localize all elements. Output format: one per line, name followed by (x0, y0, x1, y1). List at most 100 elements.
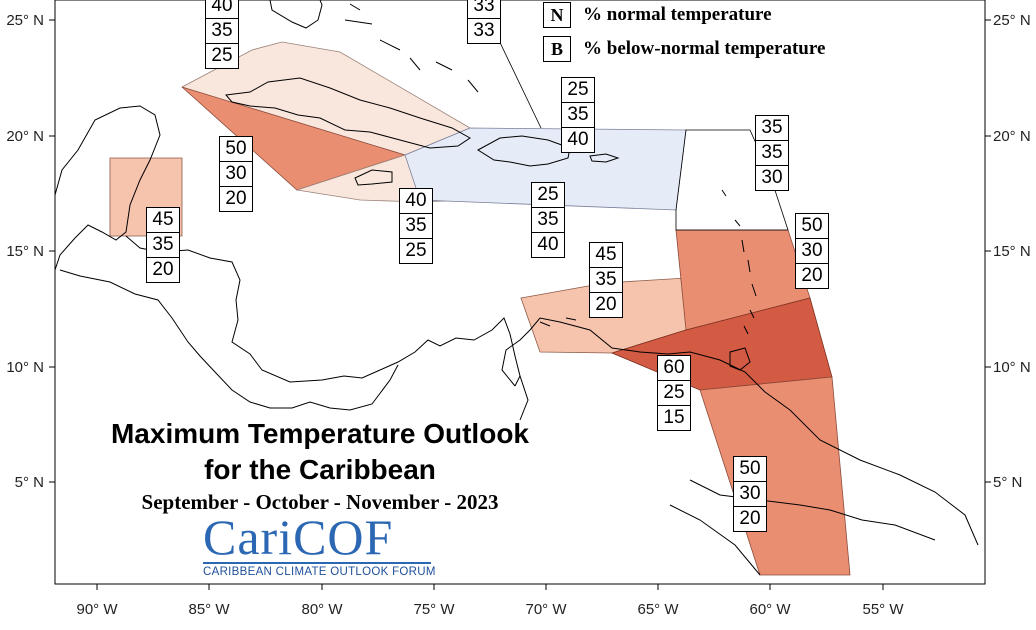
caricof-tagline: CARIBBEAN CLIMATE OUTLOOK FORUM (203, 566, 436, 578)
trinidad (729, 347, 751, 371)
lesser-antilles (721, 189, 757, 335)
lon-label: 85° W (188, 601, 230, 618)
prob-value: 35 (147, 233, 179, 258)
legend-key-normal: N (543, 2, 571, 28)
prob-value: 25 (658, 381, 690, 406)
map-subtitle: September - October - November - 2023 (141, 490, 499, 514)
logo-underline (203, 562, 431, 564)
prob-value: 30 (220, 162, 252, 187)
lat-label: 20° N (993, 128, 1031, 145)
central-america-east (125, 235, 521, 387)
legend-row-normal: N % normal temperature (543, 2, 772, 28)
lat-label: 25° N (993, 12, 1031, 29)
prob-box-trinidad-barbados: 60 25 15 (657, 355, 691, 431)
lon-label: 80° W (301, 601, 343, 618)
lat-label: 15° N (993, 243, 1031, 260)
central-america-coast (59, 269, 399, 411)
prob-value: 35 (532, 208, 564, 233)
prob-value: 20 (595, 294, 617, 315)
prob-value: 33 (468, 0, 500, 19)
prob-value: 20 (152, 259, 174, 280)
prob-box-bahamas-north: 33 33 (467, 0, 501, 44)
colombia-interior (669, 504, 761, 576)
prob-value: 50 (734, 457, 766, 482)
venezuela-coast (501, 317, 979, 546)
prob-box-cuba: 50 30 20 (219, 136, 253, 212)
south-america-interior (519, 375, 529, 421)
legend-row-below: B % below-normal temperature (543, 36, 825, 62)
prob-value: 33 (473, 20, 495, 41)
lat-label: 10° N (993, 359, 1031, 376)
lon-label: 65° W (637, 601, 679, 618)
prob-value: 35 (590, 268, 622, 293)
prob-value: 30 (761, 167, 783, 188)
prob-value: 25 (211, 45, 233, 66)
caricof-logo: CariCOF (203, 509, 394, 565)
lon-label: 60° W (749, 601, 791, 618)
florida-coast (269, 0, 323, 29)
map-title-line2: for the Caribbean (204, 454, 436, 485)
prob-value: 50 (220, 137, 252, 162)
prob-value: 40 (206, 0, 238, 19)
prob-box-jamaica: 40 35 25 (399, 188, 433, 264)
prob-value: 40 (567, 129, 589, 150)
prob-value: 45 (147, 208, 179, 233)
prob-box-florida-strait: 40 35 25 (205, 0, 239, 69)
prob-value: 20 (739, 508, 761, 529)
lat-label: 5° N (993, 474, 1022, 491)
prob-value: 35 (562, 103, 594, 128)
prob-value: 50 (796, 214, 828, 239)
prob-box-belize: 45 35 20 (146, 207, 180, 283)
lat-label: 25° N (6, 12, 44, 29)
prob-value: 30 (796, 239, 828, 264)
prob-value: 35 (756, 141, 788, 166)
region-guianas (699, 376, 851, 576)
lon-label: 70° W (525, 601, 567, 618)
prob-value: 45 (590, 243, 622, 268)
latitude-labels-left: 25° N 20° N 15° N 10° N 5° N (6, 12, 44, 491)
prob-value: 35 (400, 214, 432, 239)
prob-value: 40 (537, 234, 559, 255)
legend-key-below: B (543, 36, 571, 62)
prob-box-leeward-windward: 50 30 20 (795, 213, 829, 289)
yucatan-coast (54, 105, 161, 271)
lat-label: 15° N (6, 243, 44, 260)
prob-box-guianas: 50 30 20 (733, 456, 767, 532)
lat-label: 5° N (15, 474, 44, 491)
prob-value: 25 (405, 240, 427, 261)
lon-label: 55° W (862, 601, 904, 618)
jamaica (354, 169, 393, 186)
map-title-line1: Maximum Temperature Outlook (110, 418, 529, 449)
lon-label: 75° W (413, 601, 455, 618)
guyana-interior (689, 479, 936, 541)
prob-value: 20 (225, 188, 247, 209)
prob-value: 15 (663, 407, 685, 428)
bahamas-islands (344, 3, 479, 93)
prob-value: 25 (562, 78, 594, 103)
hispaniola (477, 135, 571, 167)
prob-box-caribbean-sea: 25 35 40 (531, 182, 565, 258)
map-frame (54, 0, 986, 585)
prob-box-atlantic-northeast: 35 35 30 (755, 115, 789, 191)
longitude-labels: 90° W 85° W 80° W 75° W 70° W 65° W 60° … (76, 601, 904, 618)
prob-value: 30 (734, 482, 766, 507)
bahamas-leader-line (493, 29, 542, 129)
prob-value: 35 (756, 116, 788, 141)
prob-value: 60 (658, 356, 690, 381)
puerto-rico (589, 153, 620, 163)
prob-value: 25 (532, 183, 564, 208)
legend-label-normal: % normal temperature (583, 4, 772, 25)
lon-label: 90° W (76, 601, 118, 618)
prob-box-abc-islands: 45 35 20 (589, 242, 623, 318)
coastlines (54, 0, 979, 576)
lat-label: 20° N (6, 128, 44, 145)
prob-box-hispaniola-pr: 25 35 40 (561, 77, 595, 153)
legend-label-below: % below-normal temperature (583, 38, 826, 59)
lat-label: 10° N (6, 359, 44, 376)
prob-value: 20 (801, 265, 823, 286)
prob-value: 40 (400, 189, 432, 214)
latitude-labels-right: 25° N 20° N 15° N 10° N 5° N (993, 12, 1031, 491)
prob-value: 35 (206, 19, 238, 44)
graticule-ticks (49, 19, 991, 590)
